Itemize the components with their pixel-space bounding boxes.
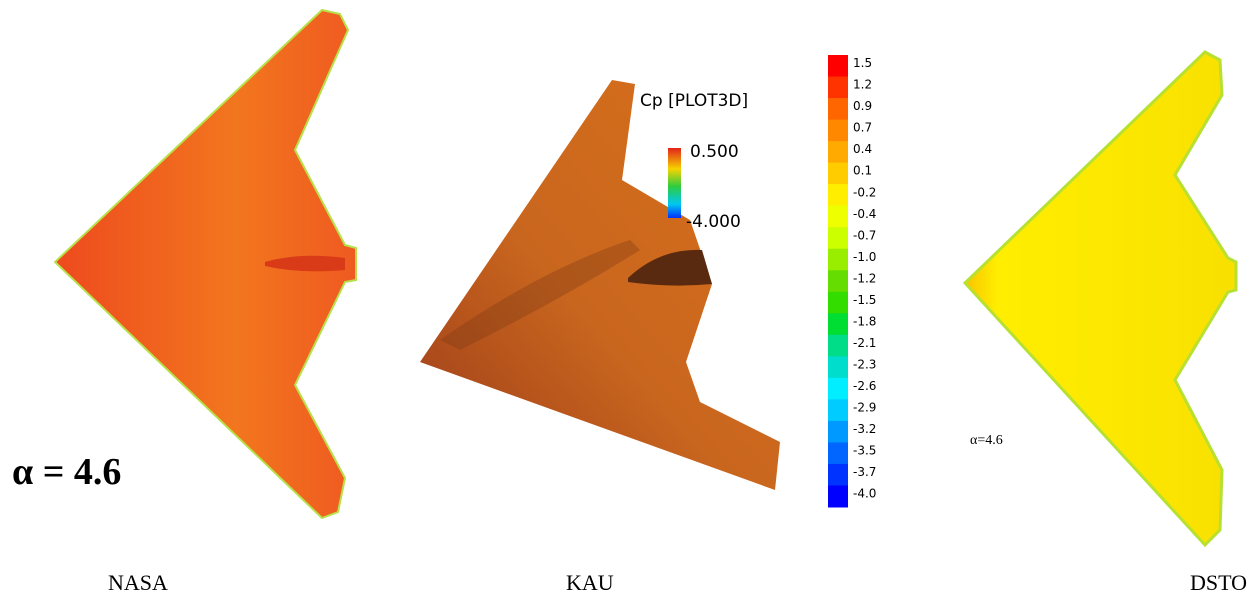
colorbar-label: -2.6 (853, 379, 876, 393)
colorbar-label: -0.4 (853, 207, 876, 221)
colorbar-swatch (828, 98, 848, 120)
colorbar-label: -1.0 (853, 250, 876, 264)
colorbar-swatch (828, 421, 848, 443)
colorbar-label: 1.5 (853, 56, 872, 70)
colorbar-label: -2.3 (853, 357, 876, 371)
caption: DSTO (1190, 570, 1247, 595)
figure: α = 4.6 NASA Cp [PLOT3D] 0.500 -4.000 KA… (0, 0, 1250, 598)
colorbar-swatch (828, 184, 848, 206)
colorbar-label: 0.4 (853, 142, 872, 156)
legend-max: 0.500 (690, 142, 739, 162)
colorbar-swatch (828, 485, 848, 507)
colorbar-swatch (828, 399, 848, 421)
colorbar: 1.5 1.2 0.9 0.7 0.4 0.1 -0.2 -0.4 -0.7 -1.0 -1.2 -1… (828, 55, 876, 508)
colorbar-swatch (828, 464, 848, 486)
colorbar-label: -2.1 (853, 336, 876, 350)
alpha-label: α=4.6 (970, 433, 1003, 448)
caption: NASA (108, 570, 168, 595)
colorbar-swatch (828, 141, 848, 163)
colorbar-swatch (828, 356, 848, 378)
colorbar-swatch (828, 313, 848, 335)
colorbar-swatch (828, 378, 848, 400)
colorbar-swatch (828, 270, 848, 292)
colorbar-swatch (828, 55, 848, 77)
colorbar-swatch (828, 442, 848, 464)
colorbar-swatch (828, 227, 848, 249)
colorbar-label: 0.7 (853, 121, 872, 135)
colorbar-label: -3.7 (853, 465, 876, 479)
colorbar-swatch (828, 206, 848, 228)
colorbar-swatch (828, 163, 848, 185)
alpha-label: α = 4.6 (12, 451, 121, 493)
legend-title: Cp [PLOT3D] (640, 91, 748, 111)
caption: KAU (566, 570, 614, 595)
colorbar-label: 1.2 (853, 78, 872, 92)
cp-bar (668, 148, 681, 218)
dsto-wing (965, 52, 1236, 545)
colorbar-label: -3.2 (853, 422, 876, 436)
colorbar-label: -1.8 (853, 314, 876, 328)
colorbar-swatch (828, 249, 848, 271)
colorbar-label: 0.9 (853, 99, 872, 113)
colorbar-label: -2.9 (853, 400, 876, 414)
colorbar-label: -1.5 (853, 293, 876, 307)
colorbar-label: -1.2 (853, 271, 876, 285)
colorbar-label: -0.7 (853, 228, 876, 242)
colorbar-swatch (828, 120, 848, 142)
colorbar-label: -3.5 (853, 444, 876, 458)
legend-min: -4.000 (686, 212, 741, 232)
colorbar-label: -0.2 (853, 185, 876, 199)
colorbar-swatch (828, 292, 848, 314)
colorbar-label: -4.0 (853, 487, 876, 501)
colorbar-swatch (828, 77, 848, 99)
colorbar-label: 0.1 (853, 164, 872, 178)
colorbar-swatch (828, 335, 848, 357)
